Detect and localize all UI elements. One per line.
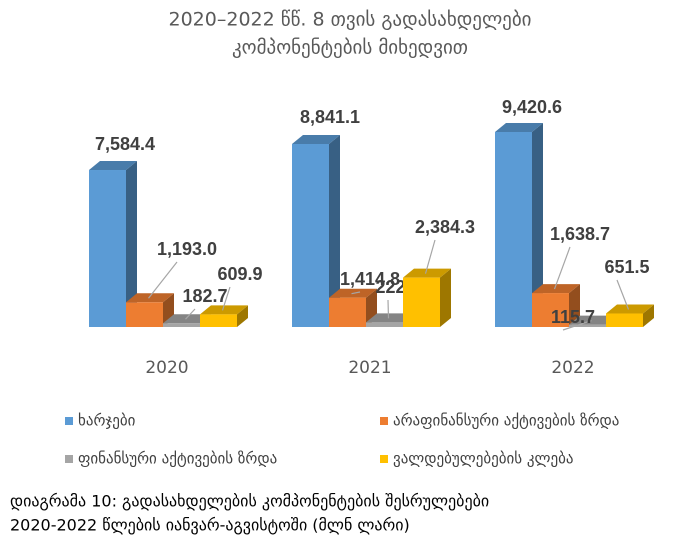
bar <box>532 284 580 327</box>
bar-side <box>237 305 248 327</box>
bar-top <box>495 123 543 132</box>
leader-line <box>562 320 592 331</box>
legend-swatch <box>380 455 388 463</box>
bar-side <box>643 304 654 327</box>
data-label: 1,193.0 <box>157 239 217 259</box>
legend-label: ხარჯები <box>78 412 136 430</box>
bar-side <box>440 268 451 327</box>
leader-line <box>351 291 361 295</box>
data-label: 7,584.4 <box>95 134 155 154</box>
x-tick-label: 2022 <box>551 358 594 378</box>
bar-side <box>126 161 137 327</box>
data-label: 651.5 <box>604 257 649 277</box>
bar-front <box>126 302 163 327</box>
data-label: 1,638.7 <box>550 224 610 244</box>
bar-top <box>366 313 414 323</box>
caption: დიაგრამა 10: გადასახდელების კომპონენტები… <box>10 492 489 511</box>
bar-top <box>532 284 580 294</box>
bar-front <box>200 314 237 327</box>
data-label: 2,384.3 <box>415 217 475 237</box>
chart-title: კომპონენტების მიხედვით <box>232 37 468 59</box>
data-label: 182.7 <box>182 286 227 306</box>
bar-front <box>89 170 126 327</box>
bar-front <box>366 322 403 327</box>
bar-front <box>163 323 200 327</box>
bar-top <box>200 305 248 315</box>
leader-line <box>553 246 571 290</box>
bar-front <box>403 277 440 327</box>
bar-front <box>292 143 329 327</box>
bar-top <box>163 314 211 324</box>
bar-side <box>329 134 340 327</box>
legend-label: ვალდებულებების კლება <box>393 450 573 468</box>
bar-side <box>532 123 543 327</box>
data-label: 8,841.1 <box>300 107 360 127</box>
leader-line <box>185 308 196 320</box>
x-tick-label: 2020 <box>145 358 188 378</box>
bar-top <box>126 293 174 303</box>
bar-front <box>532 293 569 327</box>
bar-front <box>329 297 366 327</box>
legend-swatch <box>65 417 73 425</box>
bar-top <box>606 304 654 314</box>
data-label: 115.7 <box>551 307 595 327</box>
data-label: 1,414.8 <box>340 269 400 289</box>
leader-line <box>424 239 436 274</box>
legend-swatch <box>65 455 73 463</box>
bar-front <box>495 132 532 327</box>
data-label: 609.9 <box>217 264 262 284</box>
bar-side <box>569 284 580 327</box>
caption: 2020-2022 წლების იანვარ-აგვისტოში (მლნ ლ… <box>10 516 410 535</box>
bar-top <box>569 315 617 325</box>
leader-line <box>387 299 390 319</box>
bar-top <box>403 268 451 278</box>
leader-line <box>148 261 178 299</box>
bar <box>126 293 174 327</box>
legend-label: ფინანსური აქტივების ზრდა <box>78 450 277 468</box>
bar-front <box>569 324 606 327</box>
legend-swatch <box>380 417 388 425</box>
bar <box>606 304 654 327</box>
bar <box>403 268 451 327</box>
leader-line <box>221 286 231 311</box>
bar <box>292 134 340 327</box>
legend-label: არაფინანსური აქტივების ზრდა <box>393 412 619 430</box>
leader-line <box>616 279 630 310</box>
bar <box>200 305 248 327</box>
data-label: 9,420.6 <box>502 97 562 117</box>
bar-top <box>292 134 340 144</box>
chart-title: 2020–2022 წწ. 8 თვის გადასახდელები <box>169 9 532 31</box>
x-tick-label: 2021 <box>348 358 391 378</box>
bar <box>495 123 543 327</box>
bar <box>89 161 137 327</box>
bar-front <box>606 313 643 327</box>
bar-top <box>89 161 137 171</box>
